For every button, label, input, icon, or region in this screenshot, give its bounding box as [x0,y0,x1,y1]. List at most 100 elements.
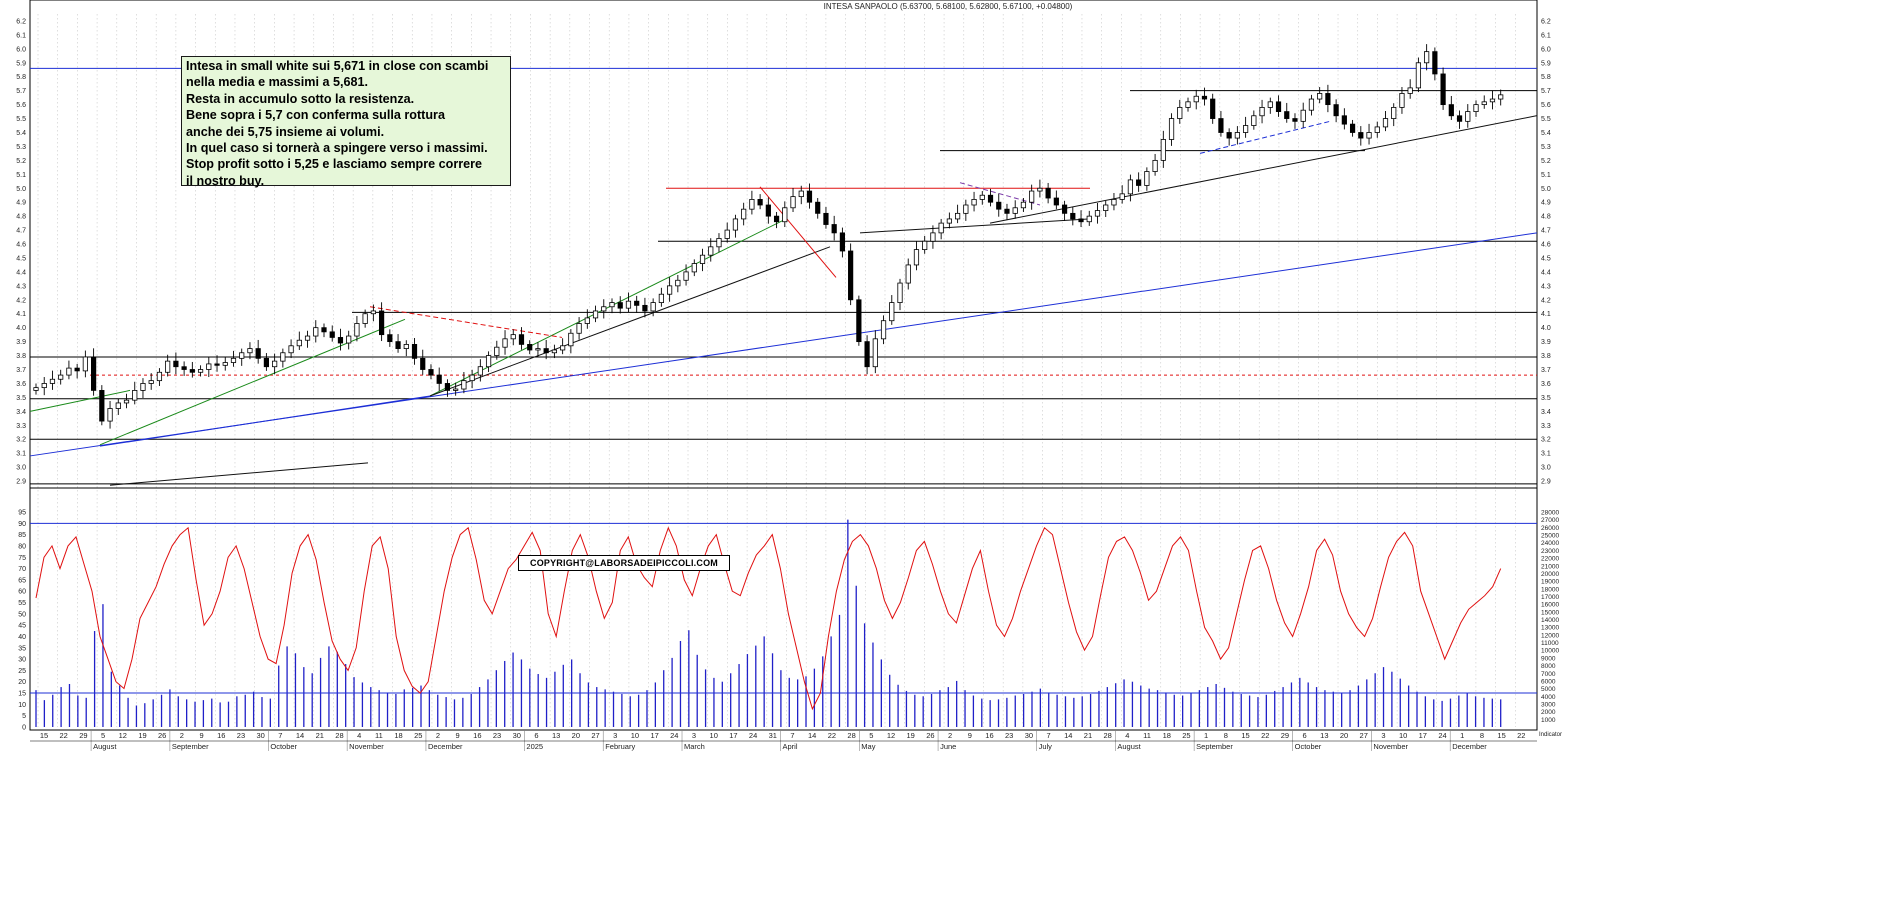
x-tick-day: 9 [199,731,203,740]
candle [165,354,171,377]
candle [107,401,113,429]
x-tick-day: 23 [237,731,245,740]
x-tick-day: 27 [591,731,599,740]
oscillator-panel-frame [29,487,1538,731]
y-tick-right: 6.1 [1541,32,1551,39]
y-tick-right: 3.4 [1541,409,1551,416]
candle [1012,200,1018,219]
x-tick-month: October [1295,742,1322,751]
candle [889,295,895,325]
trendline-black-4 [109,462,369,486]
candle [1391,103,1397,127]
osc-tick-left: 80 [18,543,26,550]
y-tick-right: 5.0 [1541,186,1551,193]
candle [280,348,286,368]
y-tick-left: 2.9 [16,479,26,486]
candle [379,302,385,342]
candle [91,348,97,396]
x-tick-day: 31 [769,731,777,740]
volume-tick-right: 8000 [1541,663,1556,670]
y-tick-left: 5.8 [16,74,26,81]
y-tick-left: 4.9 [16,200,26,207]
candle [346,330,352,350]
candle [1374,121,1380,138]
candle [1317,87,1323,104]
candle [1432,47,1438,81]
trendline-green-3 [429,218,787,397]
candle [1168,113,1175,146]
x-tick-month: September [172,742,209,751]
y-tick-left: 5.9 [16,60,26,67]
candle [1144,167,1150,191]
y-tick-right: 4.1 [1541,311,1551,318]
x-tick-month: 2025 [526,742,543,751]
x-tick-day: 22 [60,731,68,740]
y-tick-left: 5.7 [16,88,26,95]
candle [1201,87,1208,106]
indicator-corner-label: Indicator [1539,732,1562,738]
x-tick-day: 21 [316,731,324,740]
candle [444,379,451,397]
x-tick-day: 30 [513,731,521,740]
candle [222,357,228,371]
candle [1341,108,1347,130]
y-tick-left: 3.2 [16,437,26,444]
x-tick-day: 18 [1163,731,1171,740]
candle [173,352,179,375]
x-tick-day: 22 [1517,731,1525,740]
y-tick-right: 3.6 [1541,381,1551,388]
candle [617,296,623,314]
candle [411,337,418,365]
candle [584,309,590,329]
x-tick-day: 11 [1143,731,1151,740]
candle [806,183,813,209]
trendline-black-3 [989,115,1538,224]
volume-tick-right: 10000 [1541,648,1559,655]
y-tick-left: 4.1 [16,311,26,318]
x-tick-day: 24 [1438,731,1446,740]
candle [263,353,270,371]
x-tick-day: 12 [887,731,895,740]
x-tick-day: 15 [40,731,48,740]
y-tick-right: 3.1 [1541,451,1551,458]
y-tick-left: 3.4 [16,409,26,416]
candle [1119,185,1125,204]
x-tick-day: 6 [534,731,538,740]
y-tick-left: 4.7 [16,228,26,235]
volume-tick-right: 20000 [1541,571,1559,578]
x-tick-day: 4 [357,731,361,740]
candle [140,378,146,398]
y-tick-right: 2.9 [1541,479,1551,486]
candle [708,238,714,262]
y-tick-left: 6.0 [16,46,26,53]
candle [560,338,566,355]
y-tick-left: 3.3 [16,423,26,430]
candle [1070,206,1076,226]
candle [897,278,903,311]
trendline-green-1 [29,389,131,412]
candle [749,190,755,215]
volume-tick-right: 16000 [1541,602,1559,609]
candle [1020,198,1027,212]
x-tick-day: 3 [1381,731,1385,740]
trendline-red-down [759,186,837,278]
y-tick-right: 5.5 [1541,116,1551,123]
volume-tick-right: 1000 [1541,717,1556,724]
candle [642,297,648,318]
y-tick-left: 3.7 [16,367,26,374]
osc-tick-left: 90 [18,521,26,528]
x-tick-day: 10 [1399,731,1407,740]
osc-tick-left: 20 [18,679,26,686]
x-tick-day: 2 [948,731,952,740]
x-tick-day: 13 [552,731,560,740]
osc-tick-left: 5 [22,713,26,720]
x-tick-day: 7 [1046,731,1050,740]
candle [33,383,39,395]
candle [230,350,237,367]
candle [181,361,187,376]
osc-tick-left: 35 [18,645,26,652]
x-tick-month: July [1039,742,1053,751]
x-tick-day: 6 [1303,731,1307,740]
x-tick-month: September [1196,742,1233,751]
x-tick-day: 3 [613,731,617,740]
